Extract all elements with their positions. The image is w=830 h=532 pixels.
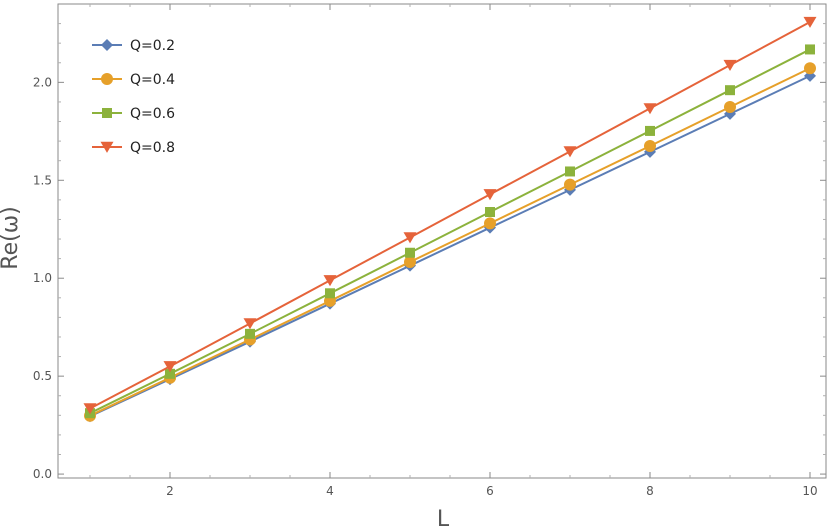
legend-label: Q=0.8	[130, 140, 175, 156]
x-tick-label: 8	[646, 484, 654, 498]
series-line	[89, 74, 811, 418]
y-tick-label: 2.0	[33, 75, 52, 89]
data-point	[163, 361, 177, 373]
data-point	[805, 44, 815, 55]
plot-frame	[57, 3, 827, 479]
legend-marker	[100, 141, 114, 153]
y-tick-label: 1.0	[33, 271, 52, 285]
data-point	[804, 62, 816, 75]
data-point	[725, 85, 735, 96]
data-point	[325, 288, 335, 299]
legend-label: Q=0.6	[130, 106, 175, 122]
data-point	[724, 101, 736, 114]
legend-entry: Q=0.8	[92, 140, 175, 156]
legend-entry: Q=0.6	[92, 106, 175, 122]
data-point	[483, 189, 497, 201]
legend-marker	[101, 39, 113, 51]
data-point	[563, 146, 577, 158]
legend: Q=0.2 Q=0.4 Q=0.6 Q=0.8	[92, 38, 175, 156]
legend-label: Q=0.2	[130, 38, 175, 54]
y-tick-label: 0.0	[33, 467, 52, 481]
x-tick-label: 6	[486, 484, 494, 498]
data-point	[83, 403, 97, 415]
legend-entry: Q=0.2	[92, 38, 175, 54]
y-tick-label: 0.5	[33, 369, 52, 383]
data-point	[643, 103, 657, 115]
data-point	[484, 217, 496, 230]
legend-label: Q=0.4	[130, 72, 175, 88]
data-point	[485, 207, 495, 218]
data-point	[404, 255, 416, 268]
data-point	[323, 275, 337, 287]
x-axis-title: L	[437, 507, 450, 532]
legend-marker	[102, 108, 112, 118]
y-axis-ticks: 0.0 0.5 1.0 1.5 2.0	[33, 23, 826, 481]
legend-marker	[101, 73, 113, 85]
y-tick-label: 1.5	[33, 173, 52, 187]
data-point	[403, 232, 417, 244]
series-1	[84, 69, 816, 423]
x-tick-label: 2	[166, 484, 174, 498]
series-2	[84, 62, 816, 422]
y-axis-title: Re(ω)	[0, 206, 23, 269]
series-layer	[83, 16, 817, 423]
data-point	[723, 59, 737, 71]
data-point	[165, 368, 175, 379]
data-point	[565, 166, 575, 177]
data-point	[644, 140, 656, 153]
plot-border	[57, 3, 827, 479]
data-point	[803, 16, 817, 28]
data-point	[245, 328, 255, 339]
data-point	[645, 125, 655, 136]
legend-entry: Q=0.4	[92, 72, 175, 88]
data-point	[564, 178, 576, 191]
x-tick-label: 4	[326, 484, 334, 498]
x-axis-ticks: 2 4 6 8 10	[89, 4, 818, 498]
series-line	[89, 48, 811, 415]
x-tick-label: 10	[802, 484, 817, 498]
series-line	[89, 21, 811, 410]
series-4	[83, 16, 817, 415]
data-point	[405, 247, 415, 258]
series-3	[85, 44, 815, 419]
data-point	[243, 318, 257, 330]
series-line	[89, 67, 811, 417]
